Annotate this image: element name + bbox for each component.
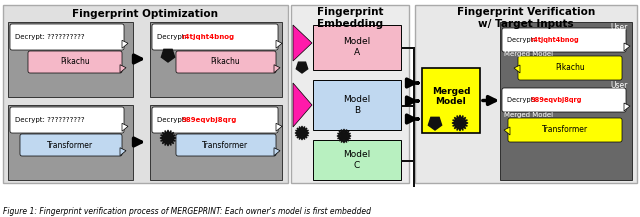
Text: Fingerprint Verification
w/ Target Inputs: Fingerprint Verification w/ Target Input… — [457, 7, 595, 29]
Polygon shape — [337, 129, 351, 143]
Polygon shape — [122, 123, 128, 131]
Bar — [313, 140, 401, 180]
Polygon shape — [274, 65, 280, 73]
FancyBboxPatch shape — [20, 134, 122, 156]
Bar — [150, 22, 282, 97]
Text: Decrypt:: Decrypt: — [157, 34, 189, 40]
Polygon shape — [120, 65, 126, 73]
Polygon shape — [122, 40, 128, 48]
FancyBboxPatch shape — [10, 107, 124, 133]
Text: r4tjqht4bnog: r4tjqht4bnog — [182, 34, 235, 40]
Bar — [291, 5, 409, 183]
Bar — [313, 25, 401, 70]
Bar — [8, 22, 133, 97]
Text: Fingerprint
Embedding: Fingerprint Embedding — [317, 7, 383, 29]
Bar — [401, 160, 413, 162]
Polygon shape — [293, 83, 312, 127]
Text: Fingerprint Optimization: Fingerprint Optimization — [72, 9, 218, 19]
Text: Model
C: Model C — [344, 150, 371, 170]
Bar — [401, 47, 413, 49]
Text: Model
B: Model B — [344, 95, 371, 115]
FancyBboxPatch shape — [176, 51, 276, 73]
Bar — [401, 105, 413, 107]
Text: Model
A: Model A — [344, 37, 371, 57]
Text: r4tjqht4bnog: r4tjqht4bnog — [531, 37, 579, 43]
Text: Transformer: Transformer — [47, 140, 93, 150]
Text: Transformer: Transformer — [202, 140, 248, 150]
Polygon shape — [624, 43, 630, 51]
Text: 989eqvbj8qrg: 989eqvbj8qrg — [182, 117, 237, 123]
Polygon shape — [504, 127, 510, 135]
Text: Pikachu: Pikachu — [210, 58, 240, 66]
FancyBboxPatch shape — [176, 134, 276, 156]
Bar — [413, 47, 415, 187]
Polygon shape — [276, 123, 282, 131]
Text: Pikachu: Pikachu — [60, 58, 90, 66]
Bar — [415, 5, 637, 183]
Text: Pikachu: Pikachu — [555, 64, 585, 72]
Polygon shape — [428, 117, 442, 130]
Text: Decrypt:: Decrypt: — [157, 117, 189, 123]
Bar — [500, 22, 632, 180]
Polygon shape — [274, 148, 280, 156]
Text: Merged Model: Merged Model — [504, 51, 553, 57]
Polygon shape — [624, 103, 630, 111]
Text: Merged
Model: Merged Model — [432, 87, 470, 106]
Text: Figure 1: Fingerprint verification process of MERGEPRINT: Each owner's model is : Figure 1: Fingerprint verification proce… — [3, 207, 371, 215]
Bar — [150, 105, 282, 180]
Text: User: User — [611, 23, 628, 31]
Polygon shape — [160, 130, 176, 146]
Polygon shape — [296, 62, 308, 73]
Polygon shape — [452, 115, 468, 131]
FancyBboxPatch shape — [152, 107, 278, 133]
FancyBboxPatch shape — [152, 24, 278, 50]
Bar — [3, 5, 288, 183]
Bar — [8, 105, 133, 180]
Text: Decrypt:: Decrypt: — [507, 37, 538, 43]
Text: 989eqvbj8qrg: 989eqvbj8qrg — [531, 97, 582, 103]
FancyBboxPatch shape — [502, 28, 626, 52]
FancyBboxPatch shape — [502, 88, 626, 112]
Polygon shape — [293, 25, 312, 61]
FancyBboxPatch shape — [508, 118, 622, 142]
Text: Decrypt: ??????????: Decrypt: ?????????? — [15, 34, 84, 40]
FancyBboxPatch shape — [518, 56, 622, 80]
FancyBboxPatch shape — [10, 24, 124, 50]
Polygon shape — [161, 49, 175, 62]
Polygon shape — [120, 148, 126, 156]
Text: Transformer: Transformer — [542, 125, 588, 135]
Text: Decrypt:: Decrypt: — [507, 97, 538, 103]
Polygon shape — [276, 40, 282, 48]
Text: Decrypt: ??????????: Decrypt: ?????????? — [15, 117, 84, 123]
Polygon shape — [295, 126, 309, 140]
Bar — [422, 68, 480, 133]
Polygon shape — [514, 65, 520, 73]
Text: User: User — [611, 82, 628, 90]
FancyBboxPatch shape — [28, 51, 122, 73]
Text: Merged Model: Merged Model — [504, 112, 553, 118]
Bar — [313, 80, 401, 130]
